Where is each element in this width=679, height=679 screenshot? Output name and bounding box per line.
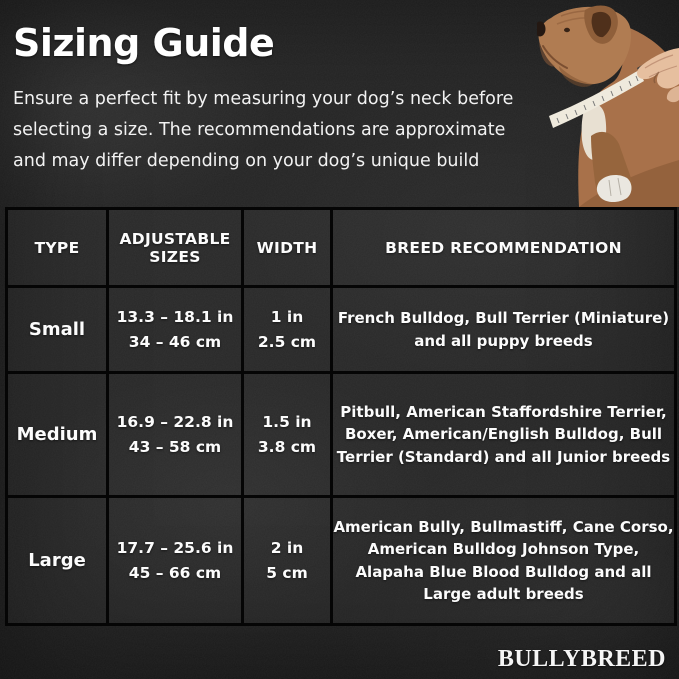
- sizes-cm: 43 – 58 cm: [128, 437, 222, 456]
- type-value: Small: [5, 285, 109, 374]
- width-cm: 3.8 cm: [257, 437, 317, 456]
- page-description: Ensure a perfect fit by measuring your d…: [13, 84, 513, 177]
- measuring-tape: [549, 70, 644, 128]
- type-value: Large: [5, 495, 109, 626]
- type-value: Medium: [5, 371, 109, 498]
- width-value: 1.5 in 3.8 cm: [241, 371, 333, 498]
- width-cm: 2.5 cm: [257, 332, 317, 351]
- sizing-table: TYPE ADJUSTABLE SIZES WIDTH BREED RECOMM…: [5, 207, 677, 626]
- description-line: and may differ depending on your dog’s u…: [13, 151, 480, 171]
- page-title: Sizing Guide: [13, 21, 275, 65]
- table-header-row: TYPE ADJUSTABLE SIZES WIDTH BREED RECOMM…: [5, 207, 677, 288]
- width-inches: 2 in: [270, 538, 304, 557]
- width-cm: 5 cm: [266, 563, 308, 582]
- breeds-value: Pitbull, American Staffordshire Terrier,…: [330, 371, 677, 498]
- breeds-value: American Bully, Bullmastiff, Cane Corso,…: [330, 495, 677, 626]
- width-value: 2 in 5 cm: [241, 495, 333, 626]
- brand-logo: BULLYBREED: [497, 646, 666, 672]
- column-header-width: WIDTH: [241, 207, 333, 288]
- width-inches: 1.5 in: [262, 412, 312, 431]
- dog-paw: [596, 174, 632, 203]
- breeds-value: French Bulldog, Bull Terrier (Miniature)…: [330, 285, 677, 374]
- dog-nose: [537, 21, 546, 37]
- dog-neck-measurement-photo: [537, 0, 679, 207]
- sizes-inches: 16.9 – 22.8 in: [116, 412, 234, 431]
- table-row-small: Small 13.3 – 18.1 in 34 – 46 cm 1 in 2.5…: [5, 285, 677, 374]
- sizes-value: 16.9 – 22.8 in 43 – 58 cm: [106, 371, 244, 498]
- hand: [637, 48, 679, 89]
- dog-eye: [564, 27, 570, 33]
- sizes-inches: 17.7 – 25.6 in: [116, 538, 234, 557]
- description-line: Ensure a perfect fit by measuring your d…: [13, 89, 514, 109]
- description-line: selecting a size. The recommendations ar…: [13, 120, 506, 140]
- sizes-value: 17.7 – 25.6 in 45 – 66 cm: [106, 495, 244, 626]
- table-row-medium: Medium 16.9 – 22.8 in 43 – 58 cm 1.5 in …: [5, 371, 677, 498]
- width-value: 1 in 2.5 cm: [241, 285, 333, 374]
- table-row-large: Large 17.7 – 25.6 in 45 – 66 cm 2 in 5 c…: [5, 495, 677, 626]
- sizes-inches: 13.3 – 18.1 in: [116, 307, 234, 326]
- width-inches: 1 in: [270, 307, 304, 326]
- column-header-adjustable-sizes: ADJUSTABLE SIZES: [106, 207, 244, 288]
- column-header-type: TYPE: [5, 207, 109, 288]
- sizes-cm: 34 – 46 cm: [128, 332, 222, 351]
- dog-measuring-tape-illustration: [537, 5, 679, 207]
- sizes-value: 13.3 – 18.1 in 34 – 46 cm: [106, 285, 244, 374]
- sizes-cm: 45 – 66 cm: [128, 563, 222, 582]
- column-header-breed-recommendation: BREED RECOMMENDATION: [330, 207, 677, 288]
